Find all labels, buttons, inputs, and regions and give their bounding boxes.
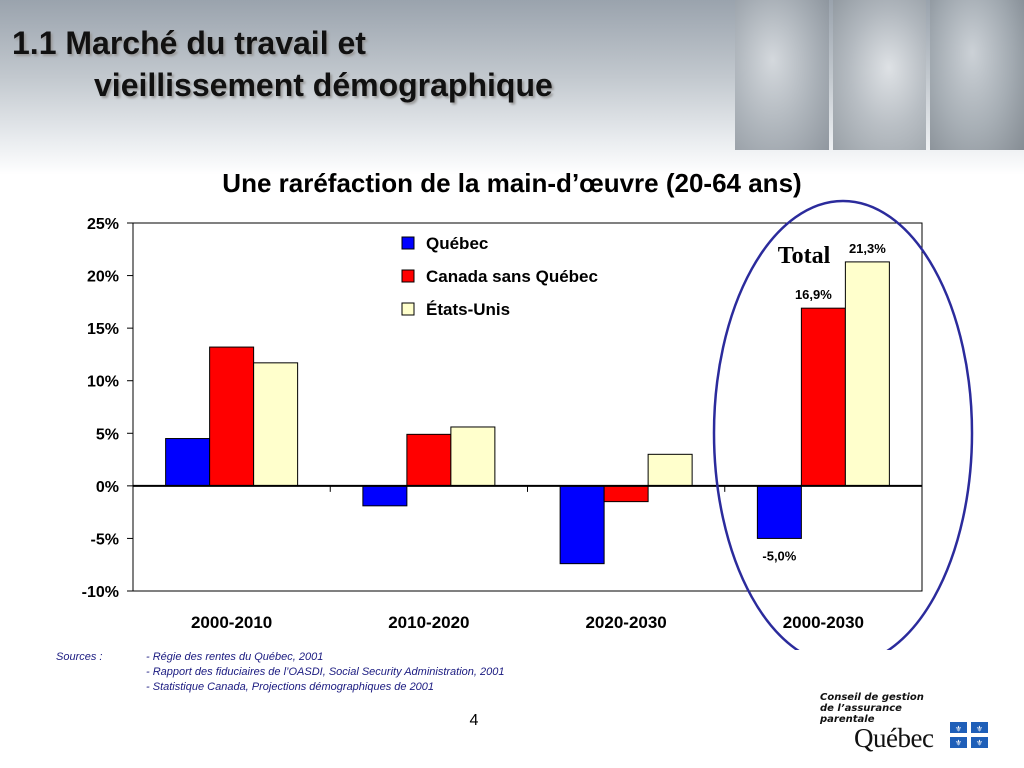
legend-label: Québec	[426, 234, 488, 253]
quebec-flag-icon: ⚜ ⚜ ⚜ ⚜	[950, 722, 988, 748]
bar	[844, 261, 890, 487]
sources: Sources : Régie des rentes du Québec, 20…	[56, 650, 505, 695]
slide-title-line1: 1.1 Marché du travail et	[12, 25, 366, 61]
svg-text:⚜: ⚜	[976, 725, 983, 734]
svg-text:⚜: ⚜	[955, 739, 962, 748]
bar	[362, 485, 408, 507]
y-tick-label: 5%	[96, 426, 119, 443]
x-tick-label: 2000-2030	[783, 613, 864, 632]
org-name-line2: de l’assurance	[820, 703, 902, 714]
quebec-wordmark: Québec	[854, 723, 934, 753]
legend-label: Canada sans Québec	[426, 267, 598, 286]
bar	[800, 307, 846, 487]
svg-text:⚜: ⚜	[976, 739, 983, 748]
plot-area	[132, 222, 923, 592]
x-tick-label: 2000-2010	[191, 613, 272, 632]
org-name: Conseil de gestion de l’assurance parent…	[820, 692, 940, 725]
y-tick-label: -10%	[82, 584, 119, 601]
source-item: Statistique Canada, Projections démograp…	[146, 680, 505, 695]
header-photo-3	[930, 0, 1024, 150]
legend-swatch	[401, 302, 415, 316]
y-tick-label: -5%	[91, 531, 119, 548]
org-name-line3: parentale	[820, 714, 875, 725]
x-tick-label: 2010-2020	[388, 613, 469, 632]
page-number: 4	[469, 712, 479, 729]
sources-list: Régie des rentes du Québec, 2001 Rapport…	[56, 650, 505, 695]
y-tick-label: 15%	[87, 321, 119, 338]
bar	[406, 433, 452, 487]
y-tick-label: 25%	[87, 216, 119, 233]
legend-box	[392, 230, 648, 328]
x-tick-label: 2020-2030	[585, 613, 666, 632]
data-label: 16,9%	[795, 287, 832, 302]
y-tick-label: 0%	[96, 479, 119, 496]
bar-chart: 25% 20% 15% 10% 5% 0% -5% -10% 2000-2010 2010-202…	[82, 199, 974, 650]
header-photo-1	[735, 0, 829, 150]
bar	[756, 485, 802, 539]
sources-label: Sources :	[56, 651, 103, 663]
legend-swatch	[401, 236, 415, 250]
bar	[165, 438, 211, 487]
slide-title-line2: vieillissement démographique	[94, 67, 553, 103]
header-photo-2	[832, 0, 927, 150]
legend-label: États-Unis	[426, 300, 510, 319]
y-tick-label: 10%	[87, 374, 119, 391]
data-label: 21,3%	[849, 241, 886, 256]
highlight-ellipse	[712, 199, 974, 650]
chart-title: Une raréfaction de la main-d’œuvre (20-6…	[222, 168, 802, 198]
total-label: Total	[778, 243, 831, 269]
org-name-line1: Conseil de gestion	[820, 692, 924, 703]
source-item: Régie des rentes du Québec, 2001	[146, 650, 505, 665]
bar	[253, 362, 299, 487]
bar	[559, 485, 605, 565]
branding-logo: Conseil de gestion de l’assurance parent…	[820, 692, 1010, 753]
slide-title: 1.1 Marché du travail et vieillissement …	[12, 22, 553, 106]
y-tick-label: 20%	[87, 269, 119, 286]
legend-swatch	[401, 269, 415, 283]
bar	[450, 426, 496, 487]
header-photo-strip	[735, 0, 1024, 150]
bar	[647, 453, 693, 487]
svg-text:⚜: ⚜	[955, 725, 962, 734]
bar	[603, 485, 649, 503]
source-item: Rapport des fiduciaires de l’OASDI, Soci…	[146, 665, 505, 680]
data-label: -5,0%	[762, 548, 796, 563]
bar	[209, 346, 255, 487]
